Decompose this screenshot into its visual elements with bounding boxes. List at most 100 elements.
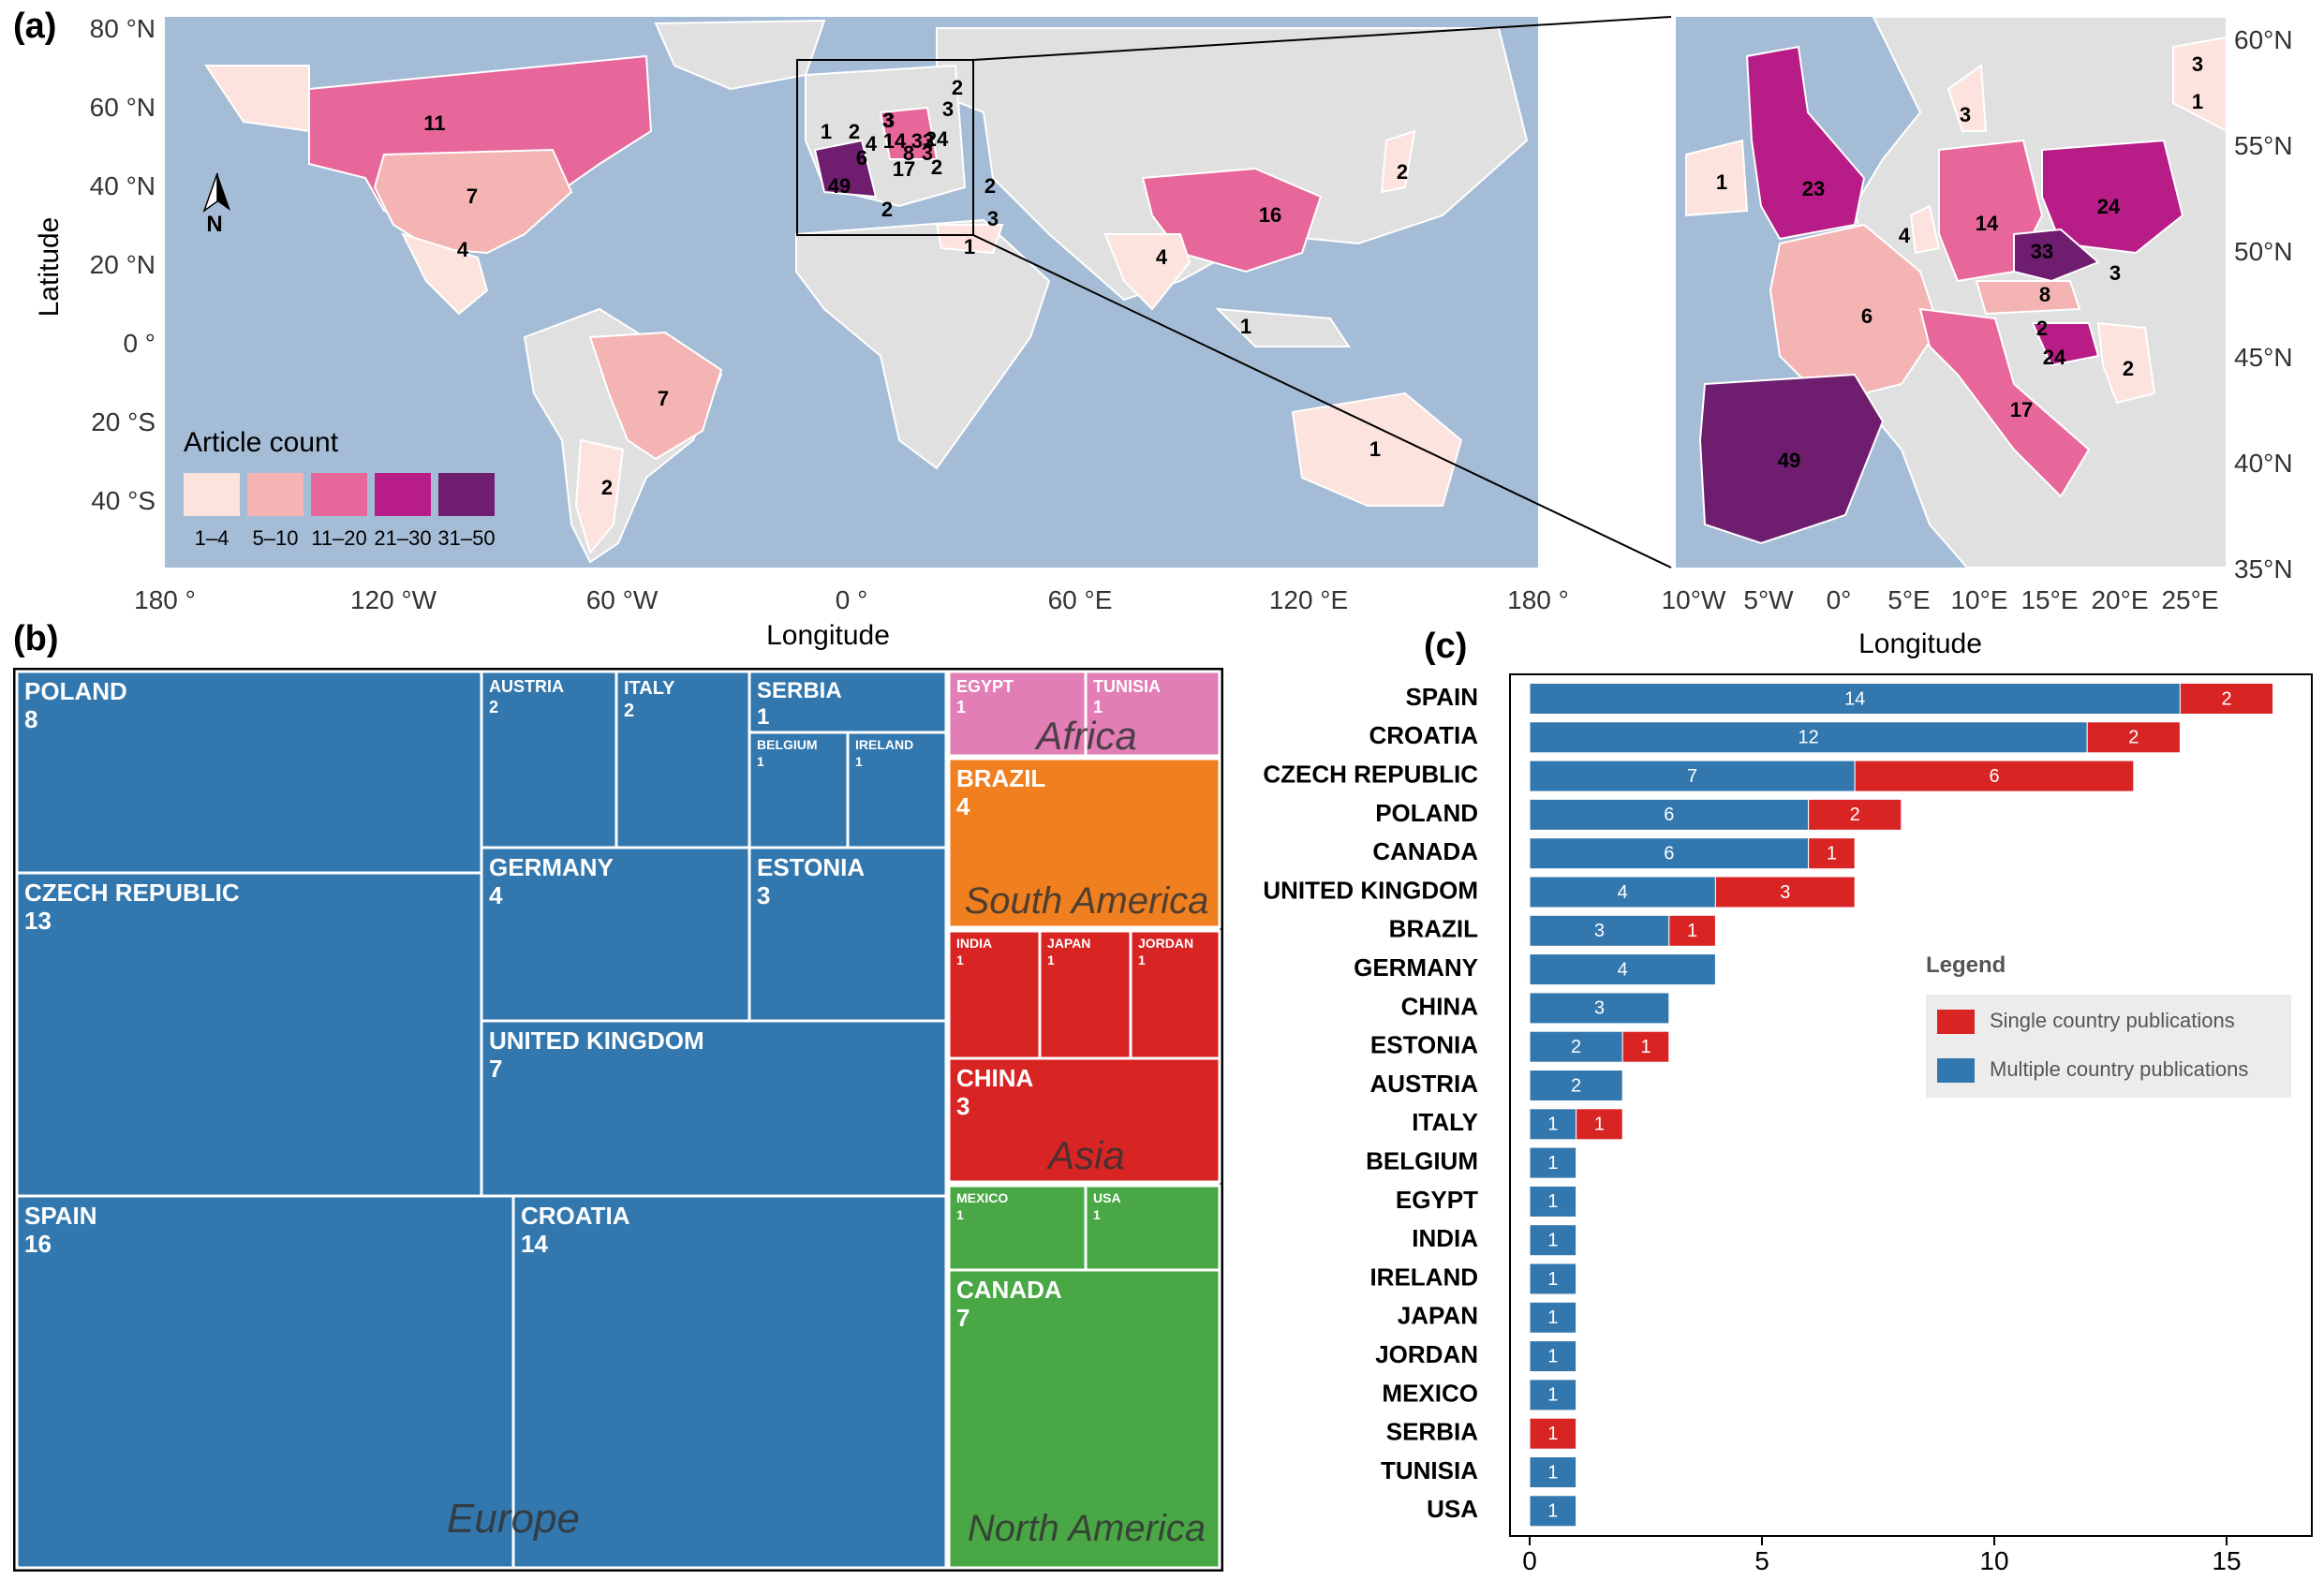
legend-swatch (438, 473, 495, 516)
treemap-cell (1084, 1184, 1221, 1272)
lon-tick: 60 °W (586, 585, 659, 614)
bar-value-label: 2 (2128, 728, 2139, 748)
bar-x-tick-label: 10 (1979, 1546, 2008, 1575)
map-count-label: 1 (821, 120, 832, 143)
treemap-cell-value: 1 (757, 704, 769, 730)
bar-multiple (1529, 1070, 1623, 1101)
inset-count-label: 2 (2123, 357, 2134, 380)
bar-value-label: 1 (1547, 1307, 1558, 1328)
treemap-cell-name: CROATIA (521, 1202, 630, 1230)
bar-value-label: 3 (1594, 921, 1605, 941)
map-count-label: 14 (883, 129, 907, 153)
treemap-cell-value: 1 (956, 952, 964, 967)
bar-multiple (1529, 1108, 1577, 1141)
north-arrow: N (202, 172, 230, 237)
bar-value-label: 1 (1827, 843, 1837, 864)
zoom-line-top (972, 16, 1672, 61)
bar-multiple (1529, 1379, 1577, 1411)
treemap-cell-value: 1 (956, 1207, 964, 1222)
treemap-cell-name: GERMANY (489, 853, 614, 881)
treemap-cell-name: JORDAN (1138, 936, 1193, 951)
map-count-label: 16 (1259, 203, 1281, 227)
map-count-label: 7 (658, 387, 669, 410)
bar-category-label: SERBIA (1386, 1418, 1478, 1446)
bar-multiple (1529, 1456, 1577, 1488)
map-count-label: 3 (882, 109, 894, 132)
treemap-cell-name: UNITED KINGDOM (489, 1026, 704, 1055)
inset-xlabel: Longitude (1858, 628, 1982, 659)
bar-value-label: 1 (1547, 1191, 1558, 1212)
treemap-region-label: South America (965, 880, 1209, 922)
legend-bin-label: 1–4 (195, 526, 229, 550)
bar-category-label: BELGIUM (1366, 1146, 1478, 1174)
bar-multiple (1529, 1146, 1577, 1179)
inset-count-label: 8 (2039, 283, 2050, 306)
legend-swatch (311, 473, 367, 516)
bar-value-label: 1 (1547, 1462, 1558, 1483)
map-count-label: 4 (866, 132, 878, 155)
map-count-label: 4 (457, 238, 469, 261)
treemap-cell-name: SPAIN (24, 1202, 97, 1230)
treemap-cell-name: CHINA (956, 1064, 1034, 1092)
bar-single (1668, 914, 1716, 947)
lat-tick: 80 °N (90, 14, 155, 43)
treemap-cell (947, 670, 1088, 758)
treemap-cell-name: INDIA (956, 936, 992, 951)
lat-tick: 40 °N (90, 171, 155, 200)
bar-x-ticks: 0 5 10 15 (1522, 1536, 2242, 1575)
czech-shape (2013, 228, 2100, 283)
indonesia-shape (1215, 307, 1351, 347)
inset-count-label: 24 (2043, 346, 2066, 369)
bar-category-label: USA (1427, 1495, 1478, 1523)
bar-single (1576, 1108, 1623, 1141)
treemap-cell-name: CANADA (956, 1276, 1062, 1304)
inset-count-label: 1 (1716, 170, 1727, 194)
bar-value-label: 1 (1547, 1424, 1558, 1444)
central-europe-shape-small (879, 106, 939, 160)
legend-swatch (184, 473, 240, 516)
map-count-label: 1 (964, 235, 975, 258)
france-shape (1769, 223, 1941, 405)
treemap-cell (1129, 929, 1221, 1060)
lat-tick: 0 ° (123, 329, 155, 358)
bar-value-label: 7 (1687, 766, 1697, 787)
panel-c-label: (c) (1424, 627, 1467, 666)
zoom-box (796, 59, 974, 236)
australia-shape (1291, 391, 1463, 507)
legend-bin-label: 11–20 (311, 526, 367, 550)
treemap-cell-value: 16 (24, 1230, 52, 1258)
bar-category-label: IRELAND (1369, 1263, 1478, 1291)
bar-multiple (1529, 992, 1670, 1025)
italy-shape (1918, 307, 2091, 498)
bar-value-label: 2 (1571, 1037, 1581, 1057)
inset-lat-tick: 50°N (2234, 237, 2293, 266)
bar-category-label: SPAIN (1405, 683, 1478, 711)
bar-category-label: TUNISIA (1381, 1456, 1478, 1484)
treemap-cell (1084, 670, 1221, 758)
map-count-label: 7 (466, 185, 478, 208)
lon-tick: 0 ° (836, 585, 868, 614)
treemap-cell (947, 1268, 1221, 1570)
treemap-border (13, 668, 1223, 1572)
inset-count-label: 4 (1899, 224, 1911, 247)
bar-x-tick-label: 15 (2212, 1546, 2241, 1575)
spain-shape-small (813, 139, 878, 199)
argentina-shape (574, 438, 625, 555)
treemap-cell-name: EGYPT (956, 677, 1014, 696)
bar-category-label: CHINA (1401, 992, 1479, 1020)
treemap-cell-name: BELGIUM (757, 737, 818, 752)
bar-value-label: 1 (1547, 1153, 1558, 1174)
inset-count-label: 14 (1976, 212, 1999, 235)
map-count-label: 1 (1240, 315, 1251, 338)
inset-count-label: 6 (1861, 304, 1873, 328)
inset-lon-tick: 5°W (1743, 585, 1794, 614)
legend-title: Article count (184, 427, 339, 458)
treemap-cell-name: ESTONIA (757, 853, 865, 881)
bar-value-label: 3 (1780, 882, 1790, 903)
uk-shape (1745, 45, 1866, 241)
estonia-shape (2172, 36, 2228, 133)
treemap-cell-name: CZECH REPUBLIC (24, 879, 240, 907)
scandinavia-shape (1947, 64, 1988, 132)
